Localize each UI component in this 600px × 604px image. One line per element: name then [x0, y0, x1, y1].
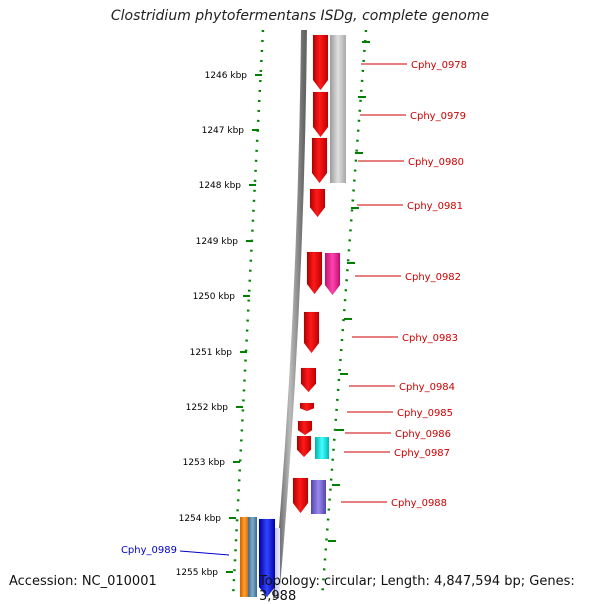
scale-label: 1253 kbp — [183, 458, 226, 468]
gene-layer: Cphy_0978 Cphy_0979 Cphy_0980 Cphy_0981 Cphy… — [121, 34, 467, 598]
genome-title: Clostridium phytofermentans ISDg, comple… — [110, 8, 490, 24]
gene-arrow[interactable] — [306, 251, 323, 295]
gene-label[interactable]: Cphy_0981 — [407, 201, 463, 212]
gene-label[interactable]: Cphy_0978 — [411, 60, 467, 71]
gene-label[interactable]: Cphy_0987 — [394, 448, 450, 459]
scale-layer: 1246 kbp 1247 kbp 1248 kbp 1249 kbp 1250 kbp… — [176, 41, 370, 578]
scale-label: 1247 kbp — [202, 126, 245, 136]
gene-feature-grey[interactable] — [330, 35, 346, 183]
gene-arrow[interactable] — [299, 402, 315, 412]
scale-label: 1250 kbp — [193, 292, 236, 302]
gene-leader-line — [179, 550, 230, 556]
accession-text: Accession: NC_010001 — [9, 574, 157, 589]
gene-arrow-pink[interactable] — [324, 252, 341, 296]
scale-label: 1249 kbp — [196, 237, 239, 247]
left-dotted-guide — [231, 29, 265, 599]
gene-arrow[interactable] — [292, 477, 309, 514]
gene-feature-orange[interactable] — [240, 517, 249, 597]
gene-feature-lavender[interactable] — [275, 528, 280, 597]
scale-label: 1252 kbp — [186, 403, 229, 413]
gene-arrow[interactable] — [312, 34, 329, 91]
gene-label[interactable]: Cphy_0980 — [408, 157, 464, 168]
gene-feature-steel[interactable] — [248, 517, 257, 597]
gene-feature-cyan[interactable] — [315, 437, 329, 459]
scale-label: 1248 kbp — [199, 181, 242, 191]
gene-label[interactable]: Cphy_0982 — [405, 272, 461, 283]
scale-label: 1246 kbp — [205, 71, 248, 81]
gene-arrow-blue[interactable] — [258, 518, 276, 598]
gene-arrow[interactable] — [303, 311, 320, 354]
gene-label[interactable]: Cphy_0985 — [397, 408, 453, 419]
gene-arrow[interactable] — [296, 435, 312, 458]
gene-arrow[interactable] — [309, 188, 326, 218]
gene-arrow[interactable] — [297, 420, 313, 436]
gene-arrow[interactable] — [300, 367, 317, 393]
gene-arrow[interactable] — [311, 137, 328, 184]
genome-backbone — [273, 29, 307, 599]
gene-label[interactable]: Cphy_0984 — [399, 382, 455, 393]
gene-arrow[interactable] — [312, 91, 329, 138]
scale-label: 1255 kbp — [176, 568, 219, 578]
gene-label[interactable]: Cphy_0983 — [402, 333, 458, 344]
gene-feature-purple[interactable] — [311, 480, 326, 514]
gene-label[interactable]: Cphy_0986 — [395, 429, 451, 440]
scale-label: 1254 kbp — [179, 514, 222, 524]
gene-label[interactable]: Cphy_0988 — [391, 498, 447, 509]
scale-label: 1251 kbp — [190, 348, 233, 358]
gene-label[interactable]: Cphy_0989 — [121, 545, 177, 556]
gene-label[interactable]: Cphy_0979 — [410, 111, 466, 122]
